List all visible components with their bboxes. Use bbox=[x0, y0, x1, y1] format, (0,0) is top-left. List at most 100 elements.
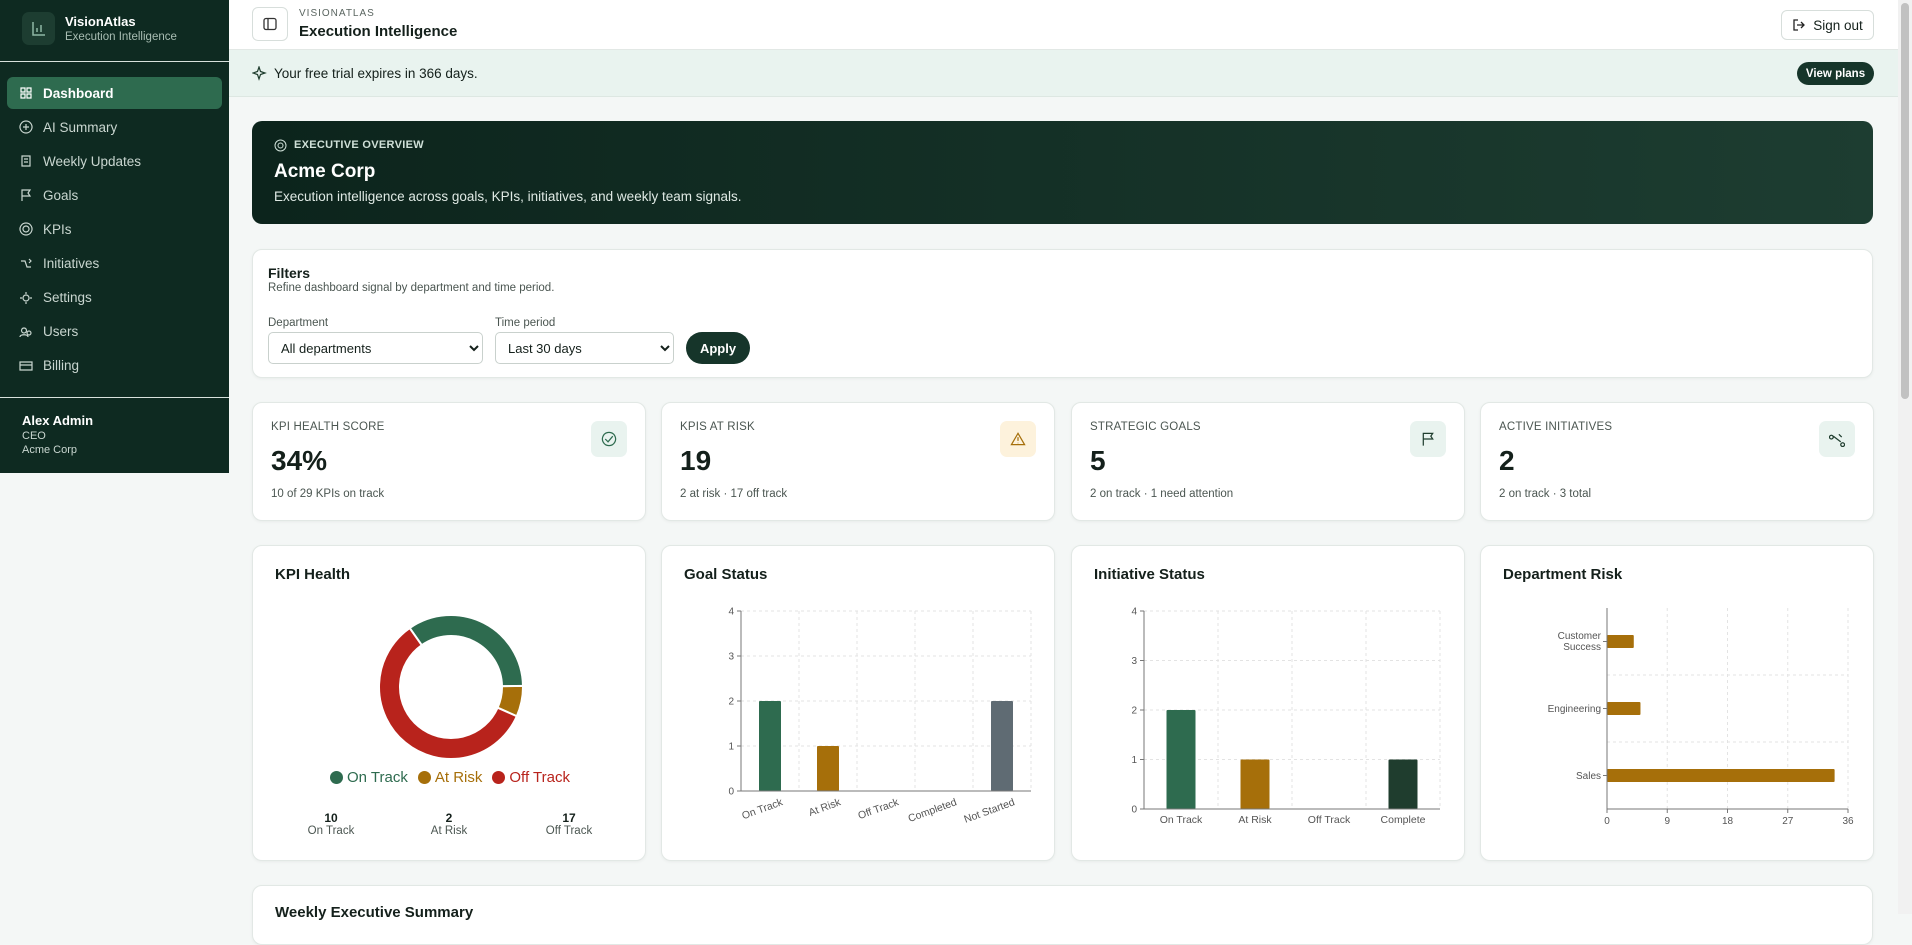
brand-icon bbox=[22, 12, 55, 45]
department-select[interactable]: All departments bbox=[268, 332, 483, 364]
icon-path bbox=[21, 189, 32, 202]
icon bbox=[274, 139, 287, 152]
summary-card: Weekly Executive Summary bbox=[252, 885, 1873, 945]
nav-item[interactable]: Billing bbox=[7, 350, 222, 382]
apply-button[interactable]: Apply bbox=[686, 332, 750, 364]
scrollbar-thumb[interactable] bbox=[1901, 3, 1909, 399]
nav-label: Billing bbox=[43, 358, 80, 374]
x-tick-label: Not Started bbox=[962, 796, 1016, 825]
nav-label: Weekly Updates bbox=[43, 153, 142, 169]
scrollbar[interactable] bbox=[1898, 0, 1912, 914]
y-tick-label: Engineering bbox=[1548, 704, 1601, 715]
chart-title: Department Risk bbox=[1503, 566, 1623, 583]
trial-banner: Your free trial expires in 366 days. Vie… bbox=[229, 50, 1898, 97]
x-tick-label: 36 bbox=[1842, 816, 1854, 827]
chart-title: KPI Health bbox=[275, 566, 351, 583]
user-company: Acme Corp bbox=[22, 444, 78, 456]
period-select[interactable]: Last 30 days bbox=[495, 332, 674, 364]
view-plans-button[interactable]: View plans bbox=[1797, 62, 1874, 85]
legend-item: Off Track bbox=[492, 769, 570, 786]
x-tick-label: At Risk bbox=[1238, 814, 1272, 826]
x-tick-label: Complete bbox=[1381, 814, 1426, 826]
bar bbox=[759, 701, 781, 791]
chart-title: Goal Status bbox=[684, 566, 768, 583]
icon-path bbox=[1829, 433, 1845, 447]
kpi-label: ACTIVE INITIATIVES bbox=[1499, 421, 1613, 433]
legend-swatch bbox=[492, 771, 506, 784]
legend: On Track At Risk Off Track bbox=[253, 769, 647, 786]
legend-swatch bbox=[417, 771, 431, 784]
chart-card: KPI Health On Track At Risk Off Track 10 On T… bbox=[252, 545, 646, 861]
nav-item[interactable]: AI Summary bbox=[7, 111, 222, 143]
chart bbox=[378, 614, 525, 760]
stat-value: 10 bbox=[324, 811, 338, 825]
nav-item[interactable]: Initiatives bbox=[7, 248, 222, 280]
legend-item: On Track bbox=[330, 769, 408, 786]
kpi-value: 34% bbox=[271, 445, 328, 476]
kpi-value: 2 bbox=[1499, 445, 1515, 476]
nav-label: Dashboard bbox=[43, 85, 114, 101]
stat-value: 2 bbox=[445, 811, 453, 825]
y-tick-label: 4 bbox=[728, 607, 734, 618]
nav-item[interactable]: Goals bbox=[7, 179, 222, 211]
icon bbox=[1793, 19, 1806, 31]
bar bbox=[1607, 769, 1835, 782]
y-tick-label: 1 bbox=[728, 742, 734, 753]
brand-tagline: Execution Intelligence bbox=[65, 31, 177, 43]
chart-title: Initiative Status bbox=[1094, 566, 1205, 583]
icon bbox=[1422, 432, 1434, 446]
header: VISIONATLAS Execution Intelligence Sign … bbox=[229, 0, 1898, 50]
y-tick-label: Customer Success bbox=[1558, 631, 1602, 653]
field-label: Department bbox=[268, 317, 329, 329]
overview-card: EXECUTIVE OVERVIEW Acme Corp Execution i… bbox=[252, 121, 1873, 224]
sidebar: VisionAtlas Execution Intelligence Dashb… bbox=[0, 0, 229, 473]
sidebar-toggle[interactable] bbox=[252, 7, 288, 41]
y-tick-label: 4 bbox=[1131, 607, 1137, 618]
y-tick-label: 2 bbox=[1131, 706, 1137, 717]
nav-item[interactable]: KPIs bbox=[7, 213, 222, 245]
chart: 0 1 2 3 4 On Track At Risk Off Track Completed No… bbox=[728, 607, 1032, 826]
icon bbox=[20, 87, 32, 99]
kpi-note: 2 at risk · 17 off track bbox=[680, 488, 788, 500]
banner-text: Your free trial expires in 366 days. bbox=[274, 66, 478, 81]
filters-title: Filters bbox=[268, 265, 311, 281]
x-tick-label: On Track bbox=[740, 796, 785, 822]
nav-item[interactable]: Weekly Updates bbox=[7, 145, 222, 177]
icon-path bbox=[19, 222, 33, 236]
icon bbox=[263, 17, 277, 31]
legend-item: At Risk bbox=[417, 769, 482, 786]
icon-path bbox=[19, 361, 33, 371]
y-tick-label: 0 bbox=[728, 787, 734, 798]
nav-item[interactable]: Users bbox=[7, 316, 222, 348]
x-tick-label: 27 bbox=[1782, 816, 1794, 827]
kpi-label: STRATEGIC GOALS bbox=[1090, 421, 1201, 433]
nav-label: AI Summary bbox=[43, 119, 118, 135]
icon bbox=[601, 431, 617, 447]
icon bbox=[19, 222, 33, 236]
divider bbox=[0, 397, 229, 398]
chart-card: 0 1 2 3 4 On Track At Risk Off Track Complete Ini… bbox=[1071, 545, 1465, 861]
kpi-note: 10 of 29 KPIs on track bbox=[271, 488, 385, 500]
nav-item[interactable]: Dashboard bbox=[7, 77, 222, 109]
stat: 2 At Risk bbox=[389, 811, 509, 837]
y-tick-label: 3 bbox=[1131, 656, 1137, 667]
bar bbox=[1240, 759, 1270, 809]
kpi-label: KPI HEALTH SCORE bbox=[271, 421, 385, 433]
nav-label: Initiatives bbox=[43, 256, 100, 271]
bar bbox=[1388, 759, 1418, 809]
header-eyebrow: VISIONATLAS bbox=[299, 8, 375, 19]
nav-label: Goals bbox=[43, 187, 79, 203]
nav-item[interactable]: Settings bbox=[7, 282, 222, 314]
sign-out-button[interactable]: Sign out bbox=[1781, 10, 1874, 40]
field-label: Time period bbox=[495, 317, 556, 329]
icon-path bbox=[1010, 432, 1026, 446]
user-role: CEO bbox=[22, 430, 46, 442]
kpi-value: 5 bbox=[1090, 445, 1106, 476]
y-tick-label: 0 bbox=[1131, 805, 1137, 816]
divider bbox=[0, 61, 229, 62]
chart: 0 9 18 27 36 Customer Success Engineering Sales bbox=[1548, 608, 1854, 827]
x-tick-label: On Track bbox=[1160, 814, 1203, 826]
y-tick-label: Sales bbox=[1576, 771, 1601, 782]
icon bbox=[20, 291, 32, 304]
kpi-icon bbox=[1000, 421, 1036, 457]
